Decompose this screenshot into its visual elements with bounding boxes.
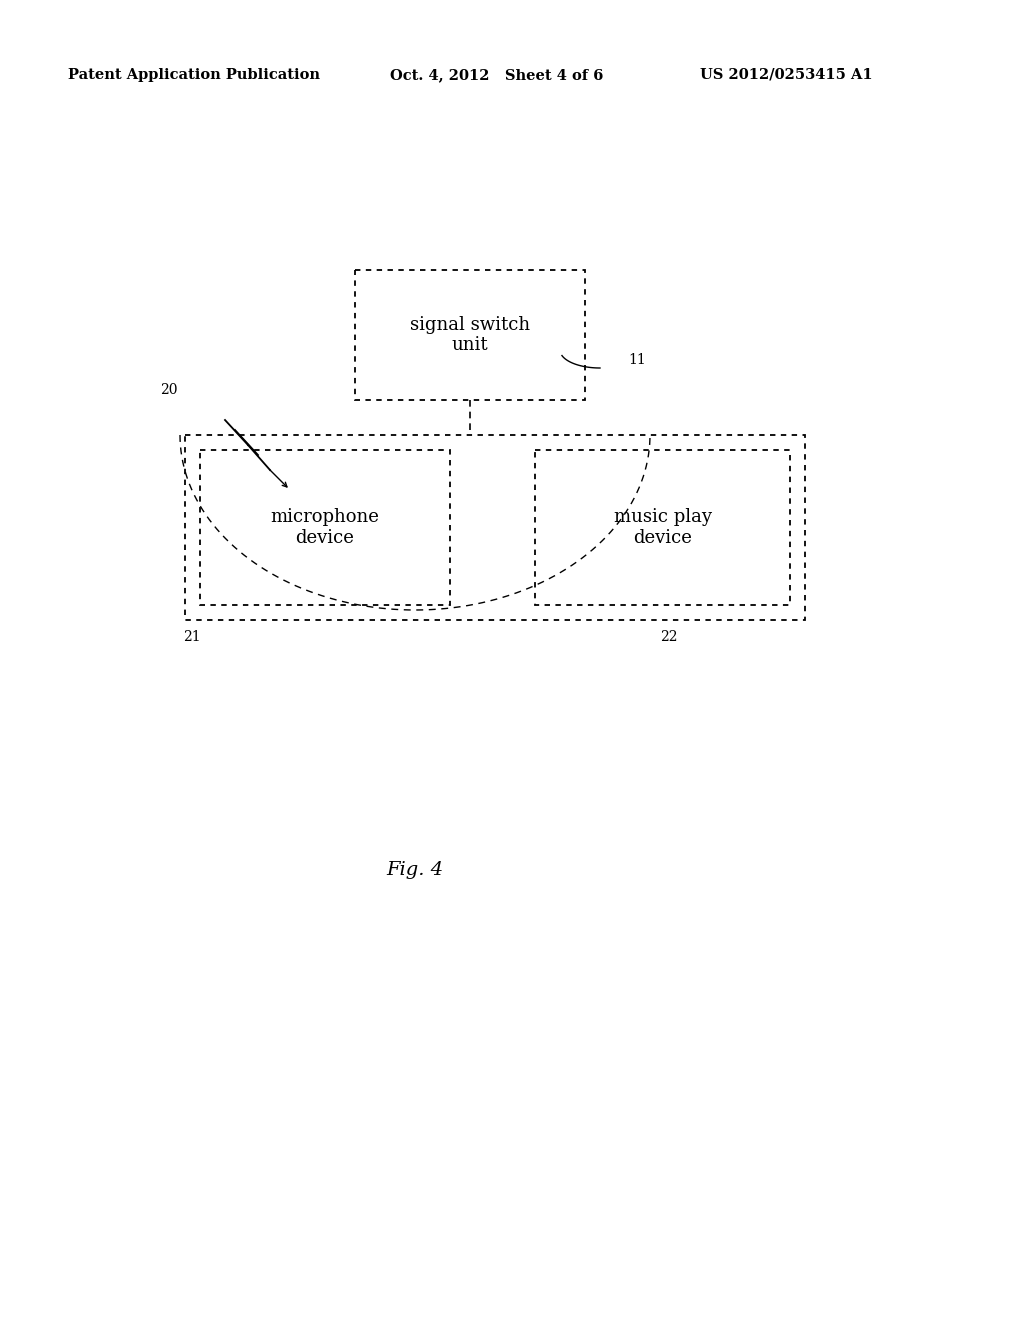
Text: 21: 21 <box>183 630 201 644</box>
Text: Oct. 4, 2012   Sheet 4 of 6: Oct. 4, 2012 Sheet 4 of 6 <box>390 69 603 82</box>
Bar <box>535 450 790 605</box>
Text: Fig. 4: Fig. 4 <box>386 861 443 879</box>
Text: US 2012/0253415 A1: US 2012/0253415 A1 <box>700 69 872 82</box>
Bar <box>185 436 805 620</box>
Bar <box>355 271 585 400</box>
Text: Patent Application Publication: Patent Application Publication <box>68 69 319 82</box>
Text: microphone
device: microphone device <box>270 508 380 546</box>
Bar <box>200 450 450 605</box>
Text: signal switch
unit: signal switch unit <box>410 315 530 354</box>
Text: 11: 11 <box>628 352 646 367</box>
Text: 22: 22 <box>660 630 678 644</box>
Text: music play
device: music play device <box>613 508 712 546</box>
Text: 20: 20 <box>161 383 178 397</box>
